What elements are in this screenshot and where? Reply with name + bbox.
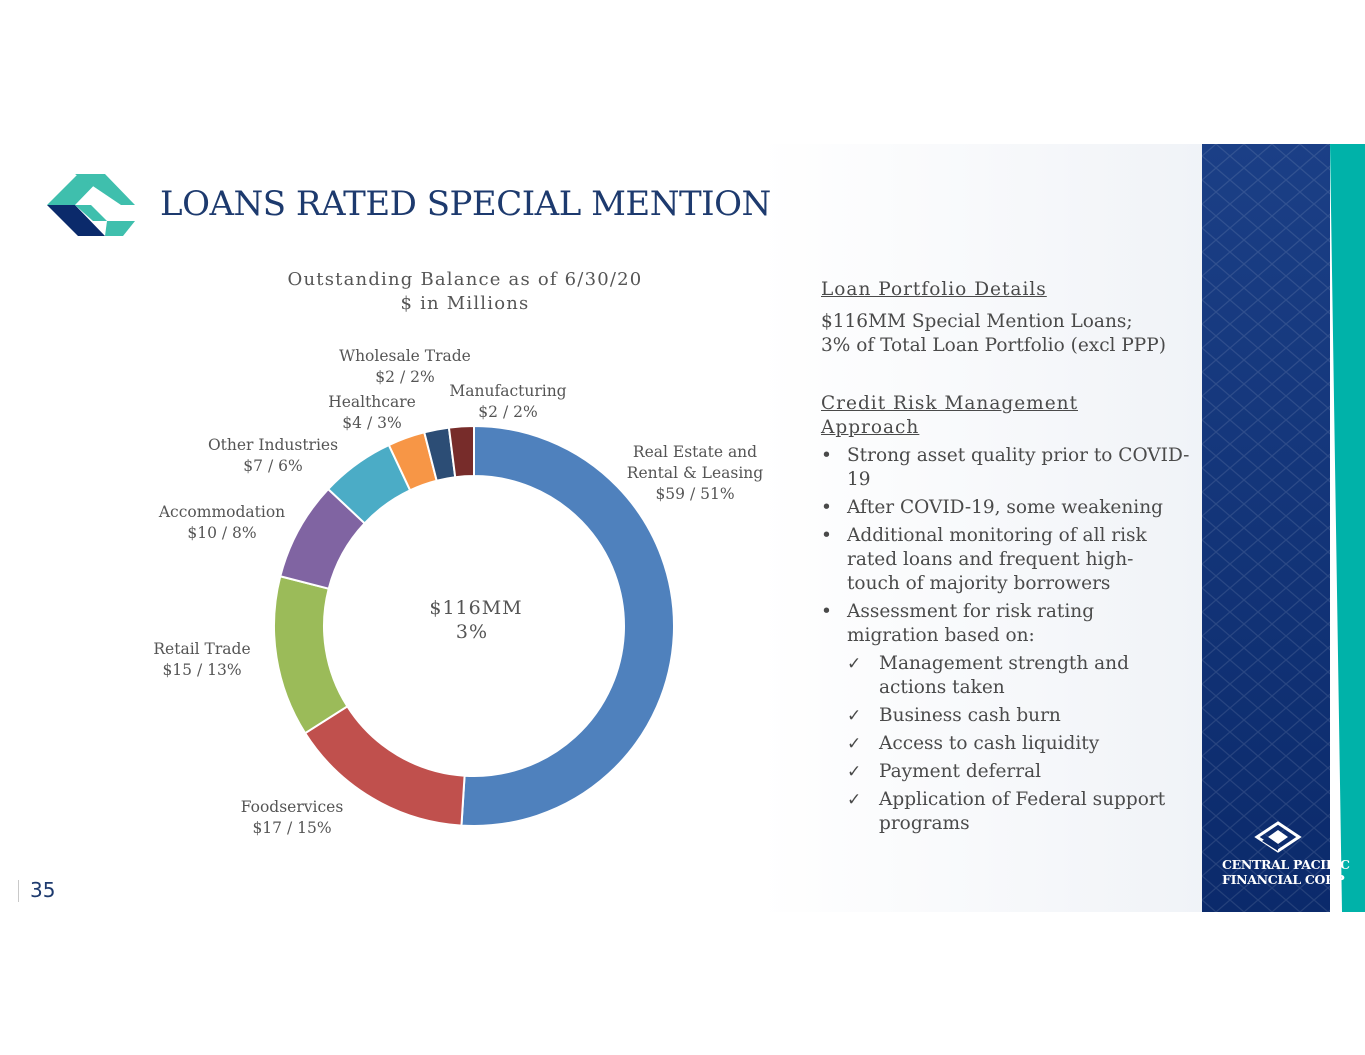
portfolio-line-2: 3% of Total Loan Portfolio (excl PPP) [821,335,1166,356]
logo-mark [47,174,135,236]
portfolio-heading: Loan Portfolio Details [821,279,1047,300]
portfolio-line-1: $116MM Special Mention Loans; [821,311,1133,332]
chart-title-block: Outstanding Balance as of 6/30/20 $ in M… [230,268,700,316]
check-item: Business cash burn [821,704,1201,728]
risk-heading: Credit Risk Management Approach [821,393,1078,438]
slice-label: Healthcare $4 / 3% [328,393,416,432]
donut-slice-real-estate-and-rental-leasing [460,424,676,827]
company-name-line-1: CENTRAL PACIFIC [1222,857,1350,872]
check-item: Application of Federal support programs [821,788,1199,836]
donut-chart: Real Estate and Rental & Leasing $59 / 51%… [153,347,764,837]
page-number-divider [18,880,19,902]
check-item: Access to cash liquidity [821,732,1201,756]
slice-label: Retail Trade $15 / 13% [153,640,250,679]
risk-bullet-list: Strong asset quality prior to COVID-19 A… [821,444,1201,648]
details-panel: Loan Portfolio Details $116MM Special Me… [821,278,1201,836]
slice-label: Accommodation $10 / 8% [158,503,285,542]
slice-label: Wholesale Trade $2 / 2% [339,347,471,386]
company-logo-icon [1254,821,1302,853]
risk-bullet: After COVID-19, some weakening [821,496,1201,520]
check-item: Payment deferral [821,760,1201,784]
brand-band [1202,144,1365,912]
donut-slice-retail-trade [273,575,349,735]
check-item: Management strength and actions taken [821,652,1169,700]
donut-slice-manufacturing [447,424,475,479]
risk-bullet: Assessment for risk rating migration bas… [821,600,1117,648]
company-name-line-2: FINANCIAL CORP [1222,872,1345,887]
center-label-percent: 3% [456,621,488,643]
slice-label: Real Estate and Rental & Leasing $59 / 51% [627,443,764,503]
slice-label: Manufacturing $2 / 2% [449,382,566,421]
slice-label: Other Industries $7 / 6% [208,436,338,475]
center-label-amount: $116MM [429,597,522,619]
chart-title: Outstanding Balance as of 6/30/20 [287,269,643,290]
risk-bullet: Additional monitoring of all risk rated … [821,524,1157,596]
chart-subtitle: $ in Millions [400,293,530,314]
page-number: 35 [30,878,56,902]
slice-label: Foodservices $17 / 15% [241,798,344,837]
assessment-check-list: Management strength and actions taken Bu… [821,652,1201,836]
risk-bullet: Strong asset quality prior to COVID-19 [821,444,1201,492]
page-title: LOANS RATED SPECIAL MENTION [160,184,771,224]
